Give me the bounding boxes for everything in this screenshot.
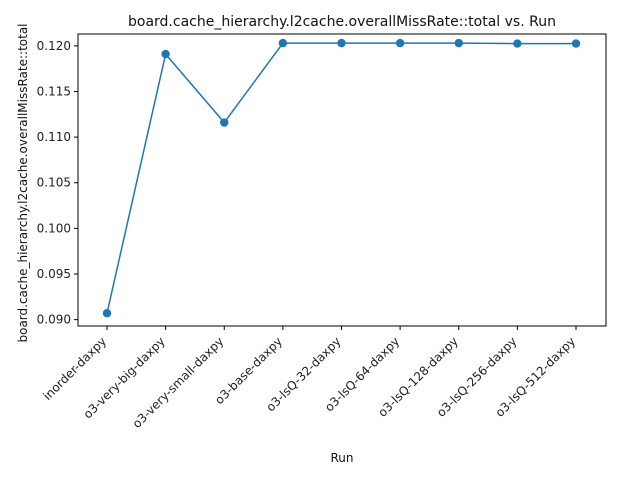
data-point bbox=[161, 49, 170, 59]
data-point bbox=[395, 38, 405, 48]
chart-title: board.cache_hierarchy.l2cache.overallMis… bbox=[128, 14, 556, 30]
y-tick-label: 0.095 bbox=[37, 267, 71, 281]
y-axis-label: board.cache_hierarchy.l2cache.overallMis… bbox=[16, 23, 30, 342]
data-point bbox=[571, 39, 581, 48]
data-point bbox=[337, 38, 346, 48]
y-tick-label: 0.100 bbox=[37, 221, 71, 235]
data-point bbox=[102, 309, 112, 318]
data-point bbox=[278, 38, 288, 48]
data-point bbox=[513, 39, 522, 48]
y-tick-label: 0.090 bbox=[37, 313, 71, 327]
y-tick-label: 0.110 bbox=[37, 130, 71, 144]
series-line bbox=[102, 38, 581, 318]
y-tick-label: 0.120 bbox=[37, 39, 71, 53]
data-point bbox=[220, 118, 229, 127]
y-tick-label: 0.105 bbox=[37, 176, 71, 190]
y-axis: 0.090 0.095 0.100 0.105 0.110 0.115 0.120 bbox=[37, 39, 78, 327]
y-tick-label: 0.115 bbox=[37, 84, 71, 98]
x-axis-label: Run bbox=[330, 451, 353, 465]
data-point bbox=[454, 38, 463, 48]
